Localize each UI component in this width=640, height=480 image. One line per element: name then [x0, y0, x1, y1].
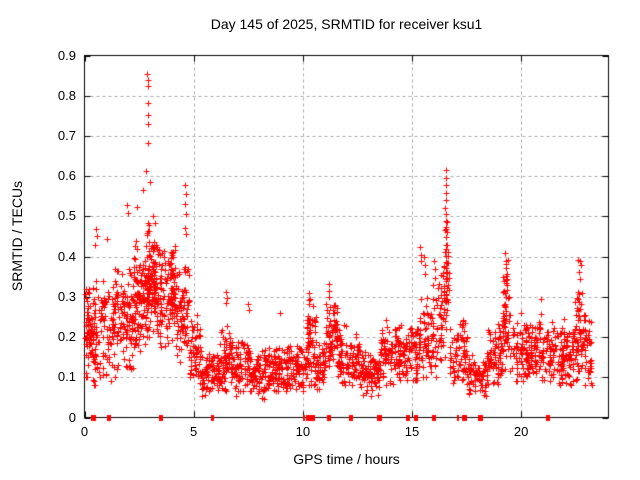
y-tick-label: 0.9 [57, 47, 76, 63]
x-tick-label: 10 [295, 424, 311, 439]
y-tick-label: 0.5 [57, 208, 76, 224]
x-tick-label: 15 [404, 424, 420, 439]
y-tick-label: 0.1 [57, 369, 76, 385]
y-tick-label: 0.7 [57, 127, 76, 143]
x-tick-label: 0 [80, 424, 89, 439]
y-tick-label: 0.2 [57, 329, 76, 345]
y-tick-label: 0.3 [57, 288, 76, 304]
y-tick-label: 0.8 [57, 87, 76, 103]
x-tick-label: 20 [513, 424, 529, 439]
y-axis-label: SRMTID / TECUs [9, 180, 25, 292]
y-tick-label: 0.6 [57, 168, 76, 184]
y-tick-label: 0 [68, 409, 76, 425]
x-tick-label: 5 [190, 424, 198, 439]
chart-title: Day 145 of 2025, SRMTID for receiver ksu… [210, 16, 483, 32]
y-tick-label: 0.4 [57, 248, 76, 264]
x-axis-label: GPS time / hours [293, 451, 400, 467]
